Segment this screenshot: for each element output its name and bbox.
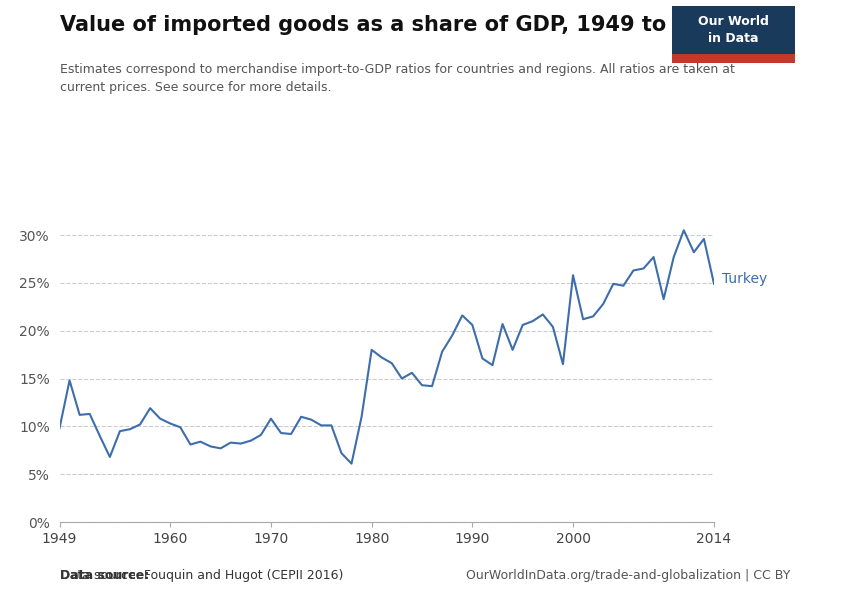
Text: Turkey: Turkey [722,272,768,286]
Text: Estimates correspond to merchandise import-to-GDP ratios for countries and regio: Estimates correspond to merchandise impo… [60,63,734,94]
Text: Value of imported goods as a share of GDP, 1949 to 2014: Value of imported goods as a share of GD… [60,15,731,35]
Text: Data source:: Data source: [60,569,149,582]
Text: Our World
in Data: Our World in Data [698,15,768,45]
Text: OurWorldInData.org/trade-and-globalization | CC BY: OurWorldInData.org/trade-and-globalizati… [466,569,790,582]
Text: Data source: Fouquin and Hugot (CEPII 2016): Data source: Fouquin and Hugot (CEPII 20… [60,569,343,582]
